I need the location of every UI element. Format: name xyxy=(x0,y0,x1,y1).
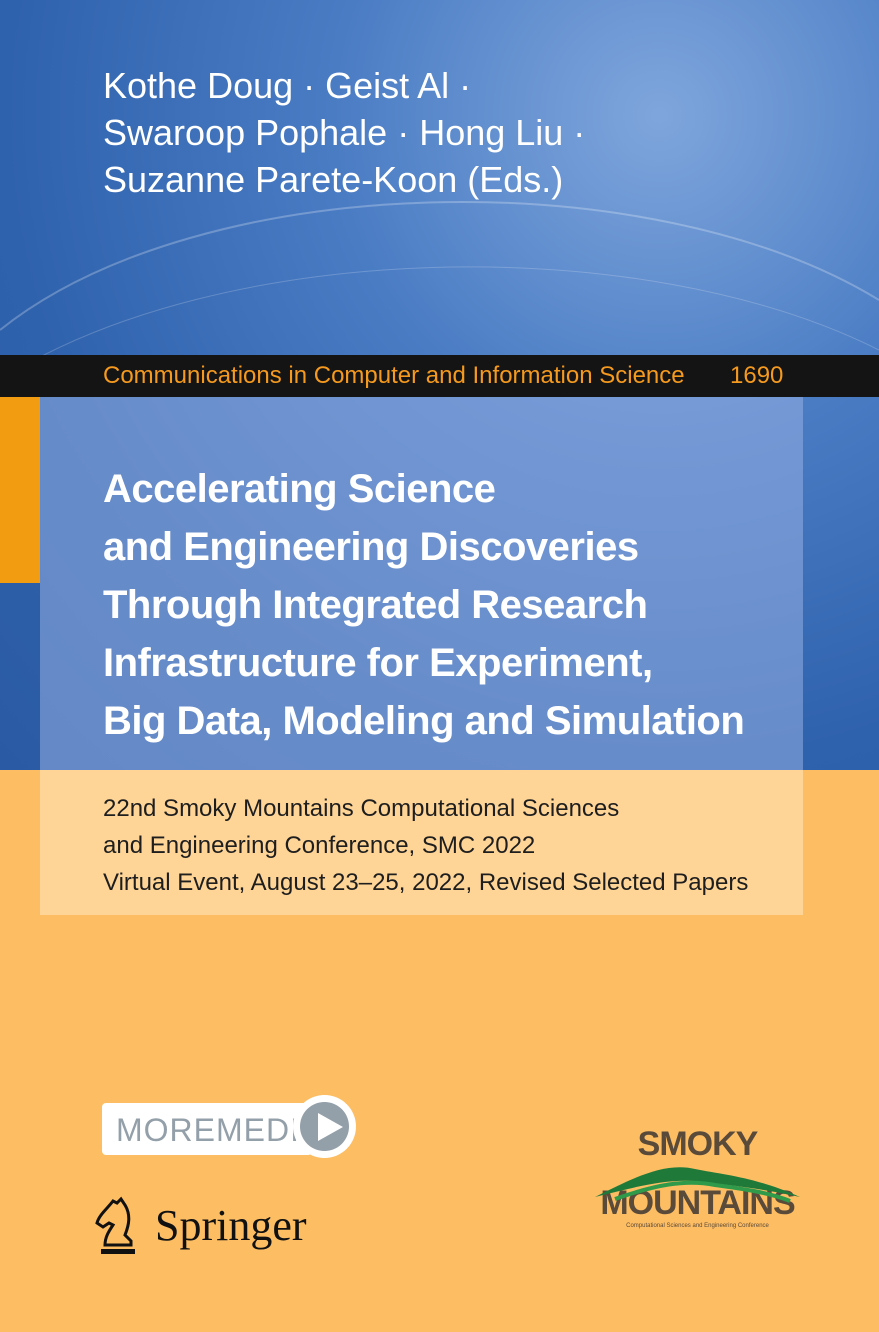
book-subtitle: 22nd Smoky Mountains Computational Scien… xyxy=(103,790,803,901)
decorative-swirl xyxy=(0,201,879,381)
authors: Kothe Doug · Geist Al · Swaroop Pophale … xyxy=(103,62,803,203)
springer-logo: Springer xyxy=(95,1195,355,1255)
logo-line: SMOKY xyxy=(637,1125,759,1163)
play-icon[interactable] xyxy=(293,1095,356,1158)
series-volume: 1690 xyxy=(730,362,784,389)
publisher-name: Springer xyxy=(155,1200,307,1250)
accent-strip xyxy=(0,397,40,583)
title-line: Through Integrated Research xyxy=(103,583,648,627)
knight-chess-icon xyxy=(95,1196,135,1254)
moremedia-label: MOREMEDIA xyxy=(116,1112,323,1148)
title-box xyxy=(40,397,803,770)
subtitle-box xyxy=(40,770,803,915)
title-line: Accelerating Science xyxy=(103,467,496,511)
mountains-icon xyxy=(595,1167,800,1203)
title-line: Big Data, Modeling and Simulation xyxy=(103,699,745,743)
logo-line: MOUNTAINS xyxy=(600,1184,795,1222)
book-title: Accelerating Science and Engineering Dis… xyxy=(103,460,803,750)
series-banner xyxy=(0,355,879,397)
logo-line: Computational Sciences and Engineering C… xyxy=(626,1223,769,1229)
title-line: and Engineering Discoveries xyxy=(103,525,639,569)
subtitle-line: Virtual Event, August 23–25, 2022, Revis… xyxy=(103,869,749,896)
series-name: Communications in Computer and Informati… xyxy=(103,362,685,389)
subtitle-line: 22nd Smoky Mountains Computational Scien… xyxy=(103,795,620,822)
subtitle-line: and Engineering Conference, SMC 2022 xyxy=(103,832,536,859)
title-line: Infrastructure for Experiment, xyxy=(103,641,653,685)
author-line: Suzanne Parete-Koon (Eds.) xyxy=(103,159,564,200)
author-line: Kothe Doug · Geist Al · xyxy=(103,65,472,106)
author-line: Swaroop Pophale · Hong Liu · xyxy=(103,112,586,153)
moremedia-badge[interactable]: MOREMEDIA xyxy=(102,1103,321,1155)
smoky-mountains-logo: SMOKY MOUNTAINS Computational Sciences a… xyxy=(585,1125,810,1250)
